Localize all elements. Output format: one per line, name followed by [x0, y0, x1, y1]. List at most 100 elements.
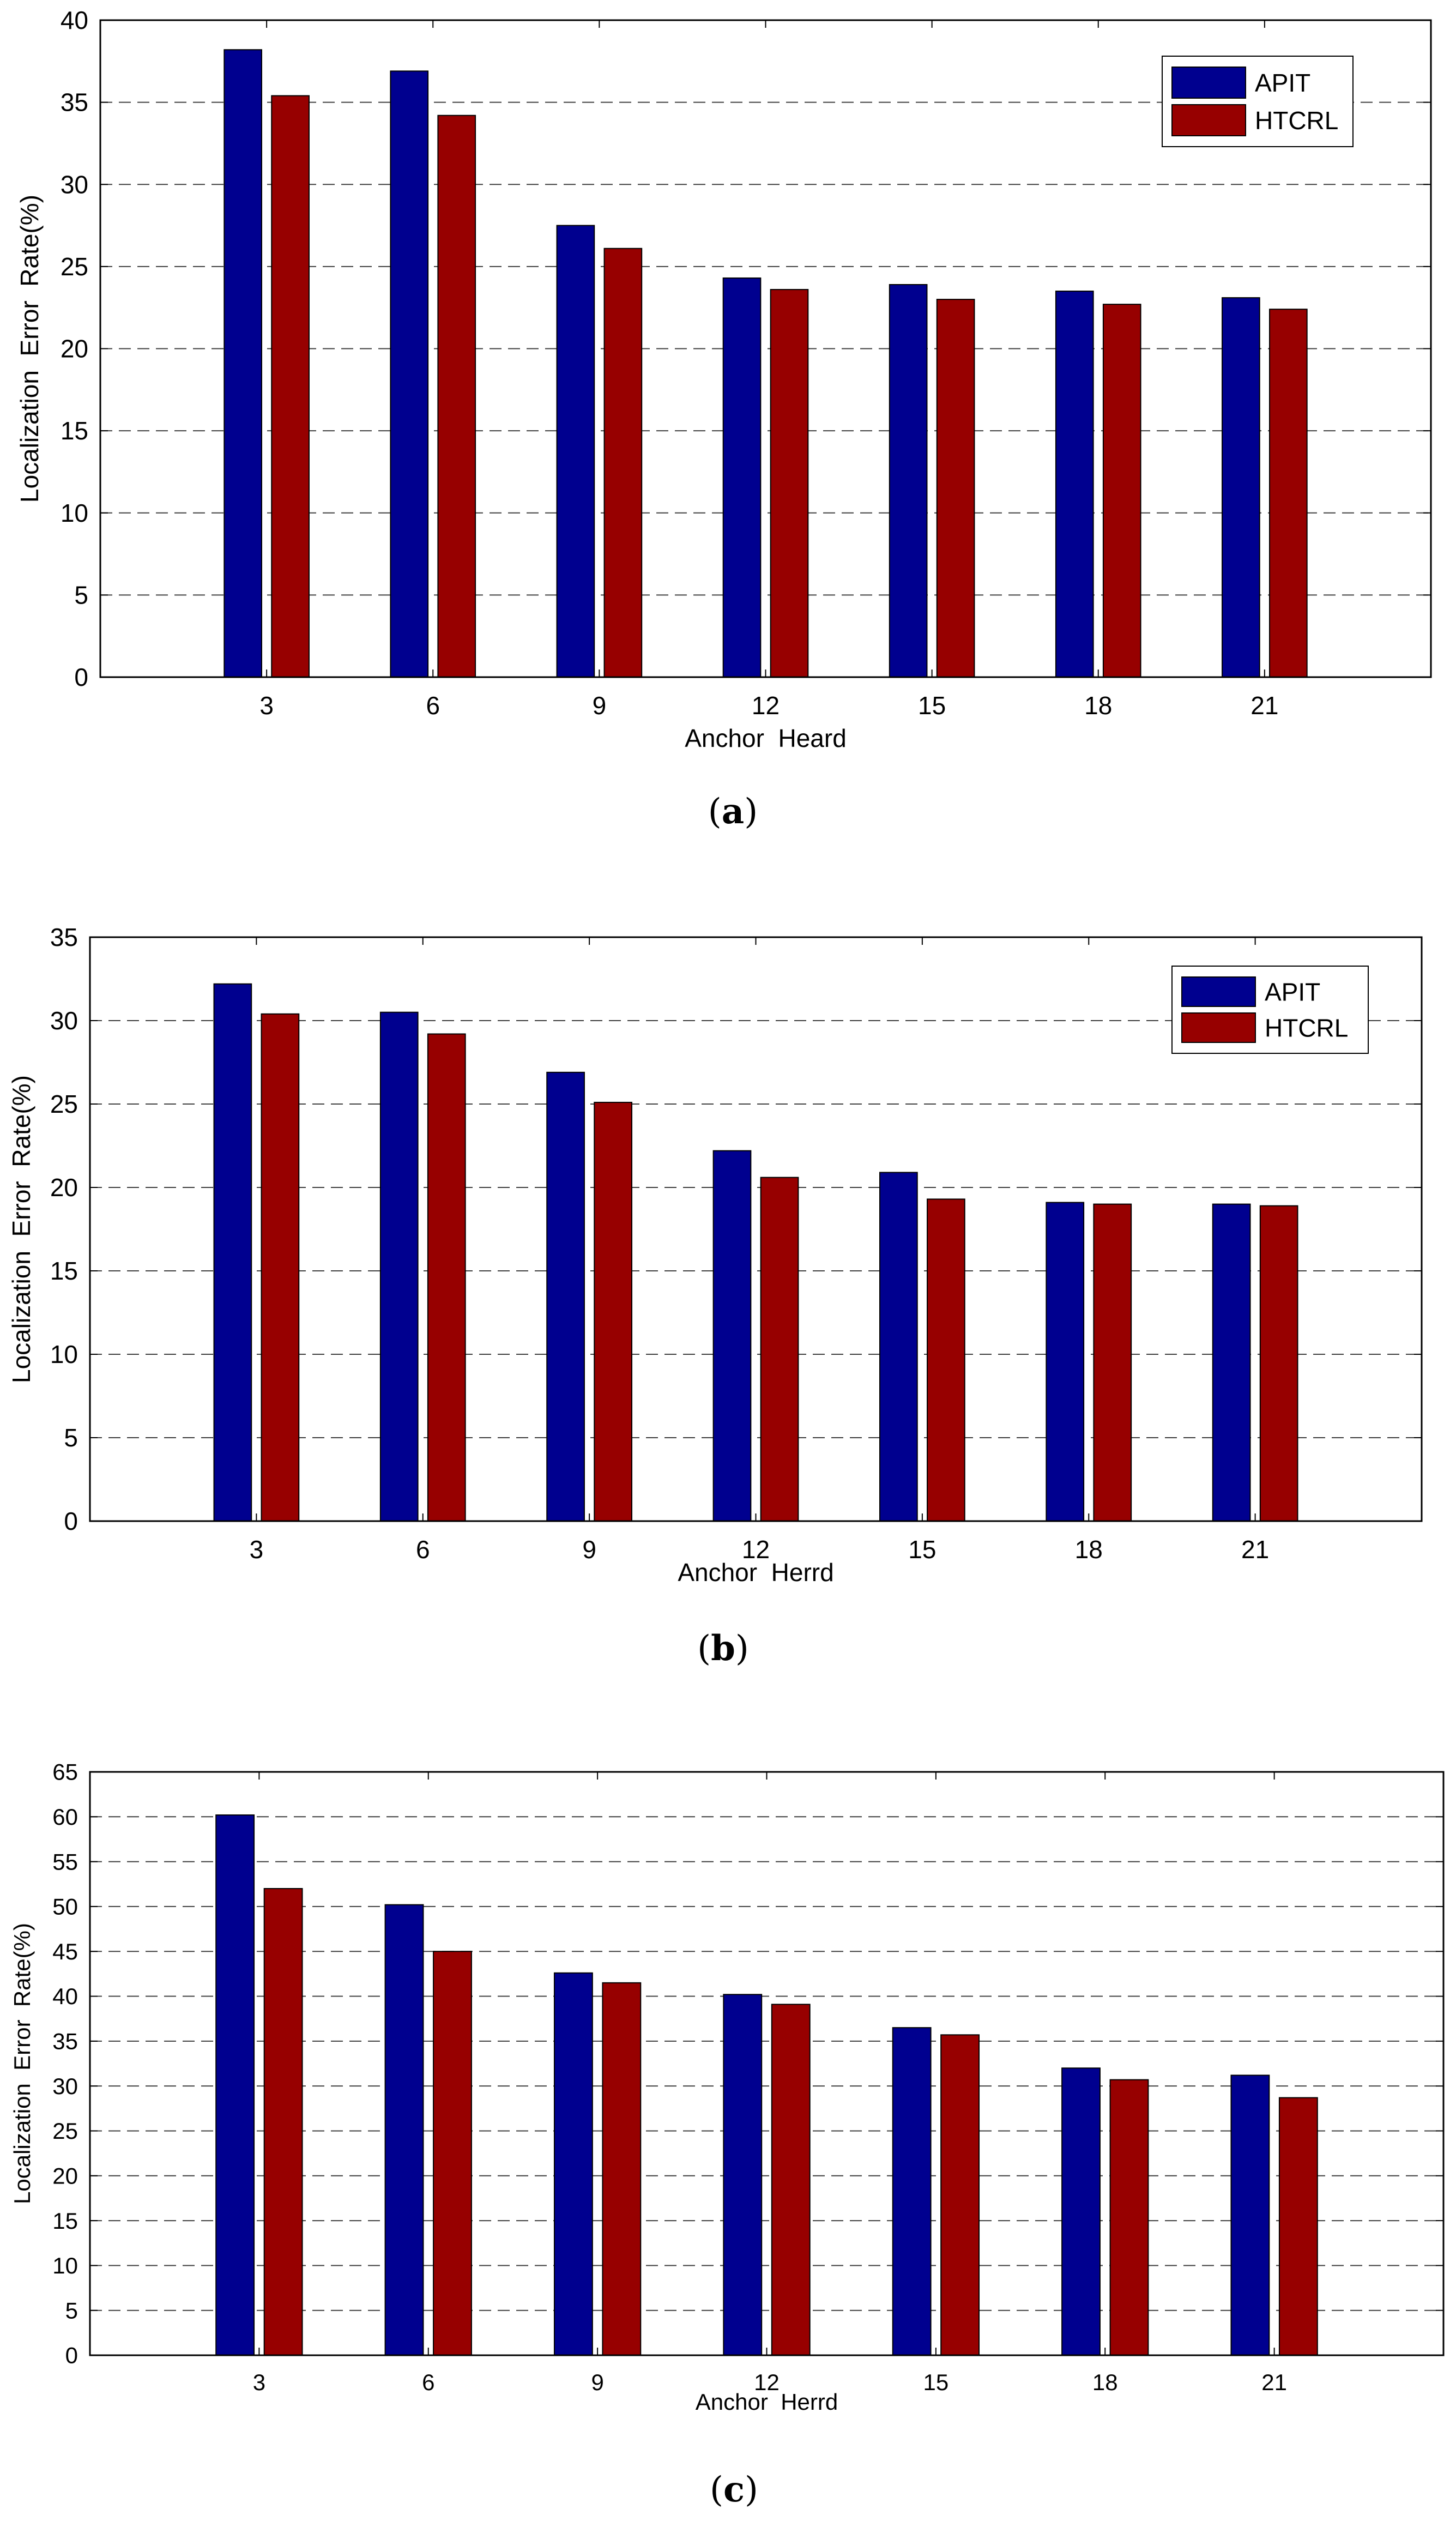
bar-htcrl-18: [1109, 2079, 1149, 2356]
x-tick-label: 9: [593, 691, 607, 720]
y-tick-label: 30: [52, 2073, 78, 2099]
panel-caption: (b): [697, 1628, 749, 1669]
chart-panel-b: 0 5 10 15 20 25 30 35 3 6 9 12 15 18 21 Anchor Herrd Loc…: [7, 923, 1423, 1669]
x-axis-label: Anchor Herrd: [678, 1558, 833, 1587]
axes-frame: [89, 936, 1423, 1522]
y-tick-label: 5: [65, 2297, 78, 2323]
y-tick-label: 60: [52, 1804, 78, 1830]
y-tick-label: 0: [64, 1507, 78, 1535]
x-tick-label: 18: [1092, 2369, 1118, 2395]
y-tick-label: 15: [61, 417, 88, 445]
bar-htcrl-15: [936, 299, 975, 678]
legend-label-htcrl: HTCRL: [1255, 106, 1338, 135]
bar-htcrl-12: [771, 2004, 811, 2356]
y-axis-label: Localization Error Rate(%): [9, 1923, 35, 2204]
bar-htcrl-21: [1259, 1205, 1298, 1522]
x-tick-label: 15: [923, 2369, 949, 2395]
panel-caption-letter: b: [711, 1628, 735, 1669]
bar-apit-18: [1055, 291, 1094, 678]
bar-apit-18: [1046, 1202, 1085, 1522]
panel-caption: (a): [708, 791, 758, 832]
y-tick-label: 35: [61, 88, 88, 117]
bar-apit-21: [1222, 297, 1260, 678]
bar-apit-12: [723, 1994, 763, 2356]
bar-apit-21: [1212, 1203, 1251, 1522]
bar-htcrl-12: [760, 1177, 799, 1522]
bar-apit-15: [879, 1172, 918, 1522]
bar-htcrl-12: [770, 289, 809, 678]
y-tick-label: 25: [50, 1090, 78, 1118]
x-axis-label: Anchor Heard: [685, 724, 847, 752]
y-tick-label: 35: [50, 923, 78, 951]
y-tick-label: 5: [74, 581, 88, 609]
y-tick-label: 25: [52, 2118, 78, 2144]
bar-htcrl-21: [1278, 2097, 1318, 2356]
x-tick-label: 6: [422, 2369, 434, 2395]
x-tick-label: 15: [918, 691, 946, 720]
bar-htcrl-3: [261, 1013, 300, 1522]
bar-htcrl-3: [263, 1888, 303, 2356]
y-tick-label: 65: [52, 1759, 78, 1785]
x-tick-label: 21: [1241, 1535, 1269, 1564]
legend-swatch-apit: [1181, 976, 1256, 1007]
legend: APIT HTCRL: [1171, 966, 1369, 1054]
bar-apit-9: [546, 1071, 585, 1522]
bar-apit-6: [390, 70, 429, 678]
y-tick-label: 10: [50, 1340, 78, 1368]
bar-apit-9: [553, 1972, 593, 2356]
panel-caption-letter: c: [723, 2469, 745, 2510]
x-tick-label: 18: [1075, 1535, 1103, 1564]
y-tick-label: 30: [50, 1006, 78, 1035]
panel-caption: (c): [710, 2469, 758, 2510]
legend-swatch-htcrl: [1181, 1012, 1256, 1043]
y-axis-label: Localization Error Rate(%): [7, 1075, 35, 1383]
bar-htcrl-3: [271, 95, 310, 678]
panel-caption-letter: a: [722, 791, 744, 832]
y-tick-label: 55: [52, 1849, 78, 1874]
bar-apit-6: [379, 1011, 419, 1522]
x-tick-label: 3: [250, 1535, 264, 1564]
y-tick-label: 40: [61, 6, 88, 34]
bar-htcrl-9: [594, 1101, 632, 1522]
y-tick-label: 10: [61, 499, 88, 527]
x-tick-label: 12: [742, 1535, 770, 1564]
x-tick-label: 18: [1084, 691, 1112, 720]
legend-swatch-htcrl: [1171, 104, 1246, 136]
legend-label-htcrl: HTCRL: [1265, 1014, 1348, 1042]
bar-apit-18: [1061, 2067, 1101, 2356]
bar-apit-3: [223, 49, 262, 678]
y-tick-label: 45: [52, 1939, 78, 1964]
y-tick-label: 20: [50, 1173, 78, 1202]
y-tick-label: 25: [61, 252, 88, 281]
y-tick-label: 20: [52, 2163, 78, 2188]
bar-apit-12: [722, 277, 762, 678]
bar-htcrl-18: [1093, 1203, 1132, 1522]
bar-htcrl-15: [927, 1198, 965, 1522]
legend-label-apit: APIT: [1265, 978, 1320, 1006]
bar-apit-15: [892, 2027, 932, 2356]
y-tick-label: 5: [64, 1424, 78, 1452]
y-tick-label: 40: [52, 1983, 78, 2009]
y-tick-label: 50: [52, 1894, 78, 1920]
bar-htcrl-6: [437, 114, 476, 678]
legend: APIT HTCRL: [1162, 56, 1354, 147]
bar-htcrl-6: [427, 1033, 466, 1522]
y-tick-label: 0: [74, 663, 88, 691]
chart-panel-c: 0 5 10 15 20 25 30 35 40 45 50 55 60 65 3 6 9 12 15 18 21 Anc…: [9, 1759, 1445, 2510]
x-tick-label: 12: [752, 691, 780, 720]
x-tick-label: 6: [416, 1535, 430, 1564]
x-tick-label: 3: [253, 2369, 265, 2395]
y-axis-label: Localization Error Rate(%): [15, 195, 44, 503]
bar-apit-9: [556, 225, 595, 678]
bar-htcrl-9: [602, 1982, 642, 2356]
y-tick-label: 35: [52, 2029, 78, 2054]
y-tick-label: 30: [61, 170, 88, 198]
bar-apit-21: [1230, 2074, 1270, 2356]
x-tick-label: 9: [582, 1535, 596, 1564]
bar-htcrl-18: [1102, 304, 1141, 678]
y-tick-label: 15: [52, 2208, 78, 2234]
bar-apit-12: [712, 1150, 752, 1522]
y-tick-label: 10: [52, 2253, 78, 2278]
axes-frame: [99, 19, 1432, 678]
